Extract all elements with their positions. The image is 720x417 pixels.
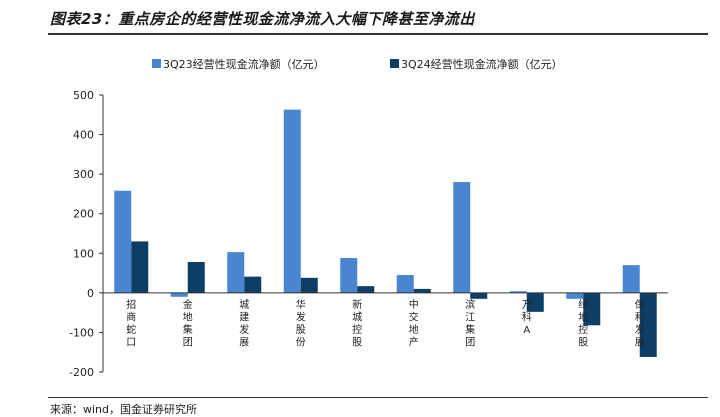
y-axis: -200 -100 0 100 200 300 400 500 [69,89,104,379]
y-tick-label: 300 [73,168,94,181]
bar-2-7 [470,292,488,299]
y-tick-label: 400 [73,129,94,142]
legend-swatch-1 [152,59,161,68]
title-rule [48,33,708,35]
category-label: 新城控股 [352,298,362,349]
y-tick-label: 500 [73,89,94,102]
category-label: 金地集团 [183,298,193,349]
bar-1-10 [622,265,640,293]
bar-1-8 [509,291,527,293]
category-label: 招商蛇口 [126,298,136,349]
bar-1-9 [566,292,584,299]
category-label: 保利发展 [635,298,645,349]
bar-1-6 [396,275,414,293]
bar-2-5 [357,286,375,293]
category-label: 城建发展 [239,299,249,349]
figure-title: 图表23：重点房企的经营性现金流净流入大幅下降甚至净流出 [50,10,475,28]
bar-1-2 [170,292,188,297]
bar-1-3 [227,252,245,293]
bar-2-2 [187,261,205,293]
bar-2-4 [300,277,318,293]
bar-1-1 [114,190,132,293]
bar-2-9 [583,292,601,326]
bar-2-10 [639,292,657,357]
category-labels: 招商蛇口 金地集团 城建发展 华发股份 新城控股 中交地产 滨江集团 万科 A 绿地控股 保利发展 [126,298,645,349]
y-tick-label: -100 [69,326,94,339]
legend: 3Q23经营性现金流净额（亿元） 3Q24经营性现金流净额（亿元） [152,57,563,71]
source-note: 来源：wind，国金证券研究所 [50,403,198,416]
y-tick-label: 100 [73,247,94,260]
bar-2-1 [131,241,149,293]
category-label: 绿地控股 [578,298,588,349]
y-tick-label: 0 [87,287,94,300]
y-tick-label: -200 [69,366,94,379]
y-tick-label: 200 [73,208,94,221]
category-label: 万科 A [522,300,532,336]
bar-2-8 [526,292,544,312]
bar-1-4 [283,109,301,293]
legend-label-2: 3Q24经营性现金流净额（亿元） [401,57,563,71]
legend-label-1: 3Q23经营性现金流净额（亿元） [163,57,325,71]
category-label: 中交地产 [409,298,419,349]
bar-2-6 [413,288,431,293]
bars [114,109,657,357]
bar-2-3 [244,276,262,293]
category-label: 华发股份 [296,298,306,349]
bar-1-7 [453,182,471,293]
bar-1-5 [340,258,358,293]
bottom-rule [48,397,708,398]
category-label: 滨江集团 [465,298,475,349]
legend-swatch-2 [390,59,399,68]
